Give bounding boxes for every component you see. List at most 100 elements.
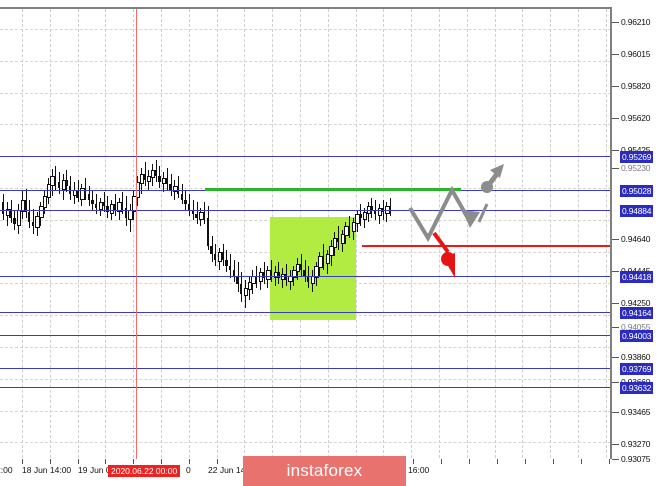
cursor-crosshair-line <box>136 9 137 459</box>
price-axis-tick <box>612 86 619 87</box>
candle-body <box>169 184 172 190</box>
price-level-badge[interactable]: 0.94003 <box>620 330 654 342</box>
candle-body <box>303 270 306 276</box>
grid-line-vertical <box>522 9 524 459</box>
grid-line-horizontal <box>0 29 611 30</box>
candle-body <box>57 182 61 188</box>
price-axis-tick <box>612 357 619 358</box>
price-axis-tick <box>612 22 619 23</box>
price-level-badge[interactable]: 0.94164 <box>620 307 654 319</box>
price-level-badge[interactable]: 0.94884 <box>620 205 654 217</box>
price-axis-tick <box>612 118 619 119</box>
price-axis[interactable]: 0.96210 0.96015 0.95820 0.95620 0.95425 0.952… <box>612 0 665 486</box>
candle-body <box>113 204 116 210</box>
level-line-0.93632 <box>0 387 612 388</box>
candle-body <box>158 176 161 182</box>
grid-line-horizontal <box>0 92 611 94</box>
price-axis-label: 0.93075 <box>621 454 651 464</box>
grid-line-vertical <box>411 9 413 459</box>
candle-body <box>206 218 209 246</box>
candle-body <box>359 214 362 218</box>
time-axis-label: 16:00 <box>408 465 430 475</box>
candle-body <box>388 206 392 210</box>
grid-line-vertical <box>161 9 162 459</box>
candle-body <box>2 202 5 214</box>
candle-body <box>9 209 12 218</box>
time-axis-tick <box>581 459 582 464</box>
time-axis-tick <box>413 459 414 464</box>
candle-body <box>124 208 128 218</box>
level-line-0.94164 <box>0 312 612 313</box>
price-level-badge[interactable]: 0.93769 <box>620 363 654 375</box>
candle-body <box>16 210 22 226</box>
price-axis-label: 0.96210 <box>621 17 651 27</box>
candle-body <box>336 238 340 242</box>
support-line-red <box>362 245 612 247</box>
grid-line-vertical <box>49 9 51 459</box>
price-axis-label: 0.95230 <box>621 163 651 173</box>
price-level-badge[interactable]: 0.95269 <box>620 151 654 163</box>
grid-line-vertical <box>578 9 579 459</box>
price-axis-label: 0.93465 <box>621 407 651 417</box>
time-axis-tick <box>217 459 218 464</box>
time-axis-label: 19 Jun 0 <box>78 465 111 475</box>
time-axis-tick <box>50 459 51 464</box>
price-level-badge[interactable]: 0.93632 <box>620 382 654 394</box>
grid-line-horizontal <box>0 347 611 348</box>
price-axis-tick <box>612 239 619 240</box>
candle-body <box>35 216 40 228</box>
candle-body <box>232 270 236 276</box>
candle-body <box>351 222 357 232</box>
level-line-0.95269 <box>0 156 612 157</box>
price-axis-label: 0.94250 <box>621 298 651 308</box>
candle-body <box>39 206 44 218</box>
candle-body <box>95 204 98 208</box>
grid-line-vertical <box>77 9 79 459</box>
time-axis-label: 22 Jun 14:00 <box>208 465 258 475</box>
candle-body <box>54 176 57 182</box>
grid-line-vertical <box>216 9 218 459</box>
candle-body <box>228 266 232 270</box>
candle-body <box>318 256 323 268</box>
grid-line-vertical <box>244 9 246 459</box>
chart-plot-area[interactable] <box>0 4 612 459</box>
grid-line-horizontal <box>0 410 611 412</box>
price-axis-label: 0.93860 <box>621 352 651 362</box>
candle-body <box>329 246 334 256</box>
candle-body <box>87 194 90 200</box>
candle-body <box>307 276 310 282</box>
price-level-badge[interactable]: 0.95028 <box>620 185 654 197</box>
candle-body <box>314 266 319 278</box>
grid-line-horizontal <box>0 378 611 380</box>
grid-line-vertical <box>355 9 357 459</box>
price-axis-label: 0.95820 <box>621 81 651 91</box>
candle-body <box>292 270 297 278</box>
time-axis-tick <box>441 459 442 464</box>
candle-body <box>191 210 195 214</box>
grid-line-vertical <box>605 9 607 459</box>
candle-body <box>143 174 146 180</box>
candle-body <box>221 252 224 260</box>
level-line-0.94884 <box>0 210 612 211</box>
grid-line-vertical <box>550 9 552 459</box>
candle-body <box>195 214 198 218</box>
grid-line-vertical <box>439 9 440 459</box>
candle-body <box>188 204 191 210</box>
candle-body <box>299 264 302 270</box>
time-axis-label: 0 <box>186 465 191 475</box>
candle-body <box>277 272 280 278</box>
candle-body <box>321 256 325 262</box>
candle-body <box>269 270 273 276</box>
time-axis-tick <box>609 459 610 464</box>
price-level-badge[interactable]: 0.94418 <box>620 271 654 283</box>
cursor-time-badge[interactable]: 2020.06.22 00:00 <box>108 465 181 477</box>
price-axis-tick <box>612 271 619 272</box>
candle-body <box>210 246 213 254</box>
candle-body <box>377 208 383 216</box>
watermark-text: instaforex <box>286 461 363 480</box>
candle-body <box>147 176 152 182</box>
candle-body <box>46 184 52 198</box>
price-axis-label: 0.95620 <box>621 113 651 123</box>
candle-body <box>184 200 187 204</box>
